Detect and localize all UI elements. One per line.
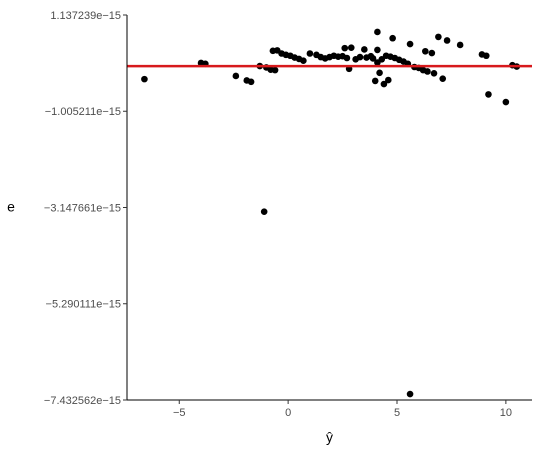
data-point <box>306 50 314 57</box>
data-point <box>406 40 414 48</box>
data-point <box>300 57 307 64</box>
x-tick-label: 10 <box>500 407 512 419</box>
x-axis-ticks: −5 0 5 10 <box>173 400 512 419</box>
data-point <box>247 78 255 86</box>
data-point <box>502 98 510 106</box>
data-point <box>384 76 392 84</box>
x-axis-title: ŷ <box>326 429 333 445</box>
data-point <box>371 77 379 85</box>
data-point <box>376 69 383 77</box>
data-point <box>443 37 451 44</box>
y-tick-label: −7.432562e−15 <box>44 395 121 407</box>
data-point <box>428 49 436 57</box>
data-point <box>347 44 355 51</box>
y-tick-label: 1.137239e−15 <box>50 10 121 22</box>
data-point <box>369 55 377 62</box>
data-point <box>374 28 381 36</box>
data-point <box>341 44 349 52</box>
data-point <box>485 91 492 98</box>
data-point <box>378 56 386 63</box>
data-point <box>456 41 464 49</box>
data-point <box>141 75 148 83</box>
data-point <box>374 46 381 54</box>
x-tick-label: 5 <box>394 407 400 419</box>
data-point <box>343 54 351 62</box>
data-point <box>232 72 240 80</box>
data-point <box>482 52 490 60</box>
points-layer <box>141 28 521 398</box>
data-point <box>271 66 279 74</box>
data-point <box>361 46 368 53</box>
y-tick-label: −3.147661e−15 <box>44 202 121 214</box>
data-point <box>406 390 414 398</box>
data-point <box>430 69 438 77</box>
data-point <box>389 34 396 42</box>
y-axis-ticks: 1.137239e−15 −1.005211e−15 −3.147661e−15 −5… <box>44 10 127 407</box>
data-point <box>356 53 364 61</box>
data-point <box>435 33 442 41</box>
x-tick-label: 0 <box>285 407 291 419</box>
data-point <box>422 47 429 55</box>
y-tick-label: −5.290111e−15 <box>46 299 121 311</box>
data-point <box>424 68 431 75</box>
x-tick-label: −5 <box>173 407 186 419</box>
data-point <box>439 75 447 82</box>
data-point <box>380 80 388 88</box>
y-axis-title: e <box>7 199 15 215</box>
y-tick-label: −1.005211e−15 <box>45 106 121 118</box>
data-point <box>260 208 268 215</box>
